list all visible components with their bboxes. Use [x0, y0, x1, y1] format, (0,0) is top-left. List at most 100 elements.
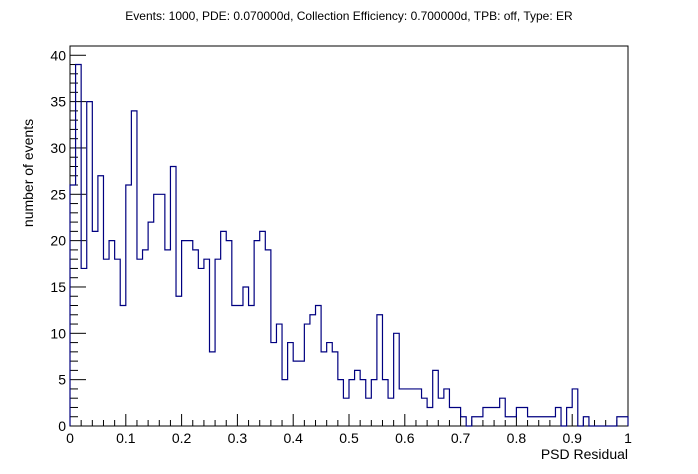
histogram-bin	[321, 352, 327, 426]
histogram-bin	[505, 417, 511, 426]
histogram-bin	[422, 398, 428, 426]
histogram-bin	[310, 315, 316, 426]
histogram-bin	[148, 222, 154, 426]
histogram-bin	[343, 398, 349, 426]
y-tick-label: 0	[58, 418, 66, 434]
x-tick-label: 0.3	[228, 430, 248, 446]
y-tick-label: 5	[58, 372, 66, 388]
histogram-bin	[131, 111, 137, 426]
y-tick-label: 25	[50, 186, 66, 202]
histogram-bin	[444, 389, 450, 426]
histogram-bin	[483, 407, 489, 426]
y-tick-label: 35	[50, 94, 66, 110]
histogram-bin	[338, 380, 344, 426]
histogram-bin	[137, 259, 143, 426]
histogram-bin	[232, 306, 238, 426]
histogram-bin	[449, 407, 455, 426]
histogram-bin	[81, 268, 87, 426]
histogram-bin	[371, 380, 377, 426]
histogram-bin	[316, 306, 322, 426]
histogram-bin	[528, 417, 534, 426]
histogram-bin	[567, 407, 573, 426]
histogram-bin	[544, 417, 550, 426]
histogram-bin	[304, 324, 310, 426]
x-tick-label: 0.4	[283, 430, 303, 446]
histogram-bin	[243, 287, 249, 426]
histogram-bin	[382, 380, 388, 426]
histogram-bin	[349, 380, 355, 426]
histogram-bin	[433, 370, 439, 426]
histogram-bin	[221, 231, 227, 426]
histogram-bin	[143, 250, 149, 426]
histogram-bin	[98, 176, 104, 426]
histogram-bin	[327, 343, 333, 426]
histogram-bin	[120, 306, 126, 426]
histogram-bin	[366, 398, 372, 426]
histogram-bin	[154, 194, 160, 426]
histogram-bin	[103, 259, 109, 426]
histogram-bin	[472, 417, 478, 426]
histogram-bin	[360, 380, 366, 426]
histogram-bin	[210, 352, 216, 426]
histogram-bin	[555, 407, 561, 426]
histogram-outline	[69, 63, 629, 427]
y-tick-label: 40	[50, 47, 66, 63]
histogram-bin	[416, 389, 422, 426]
histogram-bin	[70, 185, 76, 426]
histogram-bin	[176, 296, 182, 426]
histogram-bin	[455, 407, 461, 426]
histogram-bin	[187, 241, 193, 426]
histogram-bin	[193, 250, 199, 426]
histogram-bin	[516, 407, 522, 426]
x-tick-label: 0.9	[562, 430, 582, 446]
histogram-bin	[617, 417, 623, 426]
histogram-bin	[583, 417, 589, 426]
histogram-bin	[170, 166, 176, 426]
histogram-bin	[399, 389, 405, 426]
histogram-bin	[332, 352, 338, 426]
histogram-bin	[410, 389, 416, 426]
histogram-bin	[271, 343, 277, 426]
histogram-bin	[115, 259, 121, 426]
histogram-bin	[226, 241, 232, 426]
x-tick-label: 0	[66, 430, 74, 446]
histogram-bin	[394, 333, 400, 426]
histogram-bin	[522, 407, 528, 426]
y-tick-label: 30	[50, 140, 66, 156]
x-axis-label: PSD Residual	[540, 446, 628, 462]
histogram-bin	[494, 407, 500, 426]
histogram-bin	[260, 231, 266, 426]
histogram-bin	[572, 389, 578, 426]
histogram-bin	[87, 102, 93, 426]
histogram-bin	[489, 407, 495, 426]
histogram-bin	[405, 389, 411, 426]
histogram-bin	[622, 417, 628, 426]
x-tick-label: 0.6	[395, 430, 415, 446]
histogram-bin	[76, 65, 82, 426]
histogram-bin	[126, 185, 132, 426]
x-tick-label: 0.2	[172, 430, 192, 446]
x-tick-label: 0.5	[339, 430, 359, 446]
x-tick-label: 1	[624, 430, 632, 446]
histogram-bin	[477, 417, 483, 426]
histogram-bin	[249, 306, 255, 426]
histogram-bin	[299, 361, 305, 426]
histogram-bin	[293, 361, 299, 426]
histogram-bin	[215, 259, 221, 426]
histogram-bin	[92, 231, 98, 426]
histogram-bins	[70, 65, 628, 426]
histogram-bin	[265, 250, 271, 426]
histogram-bin	[388, 398, 394, 426]
histogram-bin	[198, 268, 204, 426]
histogram-bin	[237, 306, 243, 426]
y-tick-label: 15	[50, 279, 66, 295]
histogram-bin	[254, 241, 260, 426]
x-tick-label: 0.8	[507, 430, 527, 446]
histogram-bin	[511, 417, 517, 426]
tick-labels: 0 0.1 0.2 0.3 0.4 0.5 0.6 0.7 0.8 0.9 105101520253…	[50, 47, 632, 446]
histogram-bin	[182, 241, 188, 426]
x-tick-label: 0.1	[116, 430, 136, 446]
histogram-bin	[438, 398, 444, 426]
y-tick-label: 20	[50, 233, 66, 249]
